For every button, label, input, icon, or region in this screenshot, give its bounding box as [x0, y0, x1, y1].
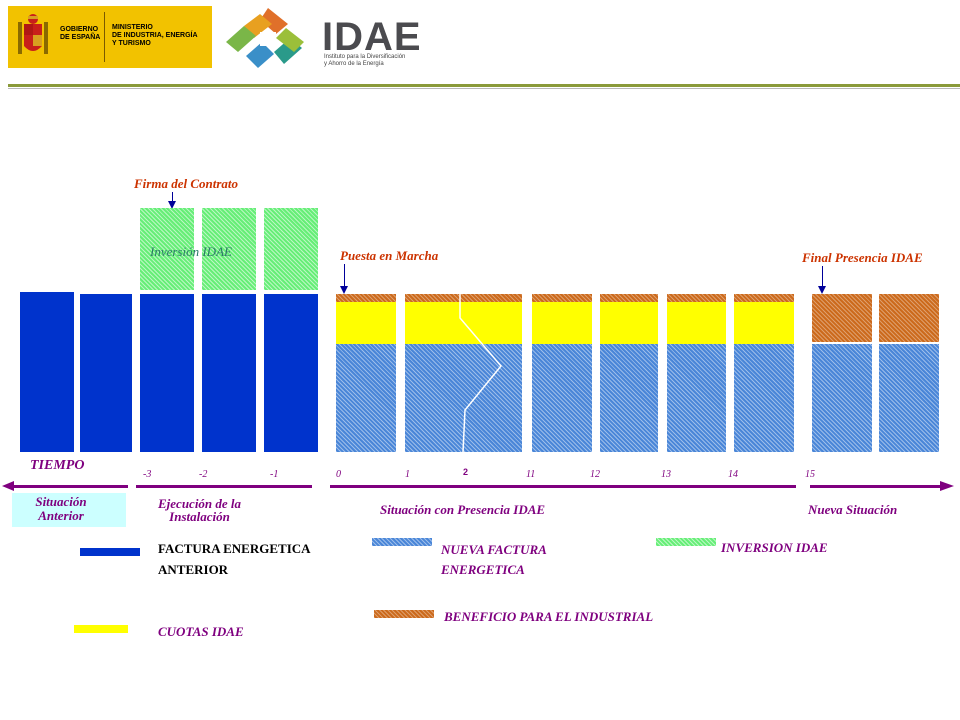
gobierno-label: GOBIERNO DE ESPAÑA [60, 26, 101, 41]
bar-presencia-0 [336, 294, 396, 452]
final-arrow-line [822, 266, 823, 286]
legend-swatch-factura-anterior [80, 548, 140, 556]
tick-label: 13 [661, 469, 671, 480]
bar-presencia-11 [532, 294, 592, 452]
tick-label: 2 [463, 467, 469, 477]
legend-swatch-nueva-factura [372, 538, 432, 546]
legend-swatch-cuotas [74, 625, 128, 633]
tick-label: -2 [199, 469, 208, 480]
tick-label: 11 [526, 469, 536, 480]
timeline-ejecucion-line [136, 485, 312, 488]
tick-label: 15 [805, 469, 815, 480]
ejecucion-label: Ejecución de la Instalación [158, 496, 242, 524]
legend-beneficio-label: BENEFICIO PARA EL INDUSTRIAL [444, 609, 654, 624]
firma-contrato-label: Firma del Contrato [134, 176, 239, 191]
header-rule-thin [8, 88, 960, 89]
situacion-anterior-label: Situación Anterior [35, 494, 87, 523]
timeline-left-arrow-icon [2, 481, 14, 491]
tick-label: 12 [590, 469, 600, 480]
situacion-anterior-box [12, 493, 126, 527]
presencia-label: Situación con Presencia IDAE [380, 502, 546, 517]
bar-situacion-anterior-1 [20, 292, 74, 452]
bar-presencia-13 [667, 294, 726, 452]
tick-label: -1 [270, 469, 279, 480]
idae-wordmark: IDAE [322, 15, 422, 59]
tick-label: 1 [405, 469, 410, 480]
firma-arrow-icon [168, 201, 176, 209]
final-presencia-label: Final Presencia IDAE [802, 250, 923, 265]
bar-nueva-situacion-2 [879, 294, 939, 452]
nueva-situacion-label: Nueva Situación [808, 502, 898, 517]
break-mark-icon [459, 294, 502, 452]
legend-swatch-inversion [656, 538, 716, 546]
idae-logo-icon [224, 6, 312, 72]
timeline-anterior-line [12, 485, 128, 488]
header-divider [104, 12, 105, 62]
bar-factura-minus1 [264, 294, 318, 452]
bar-factura-minus3 [140, 294, 194, 452]
timeline-right-arrow-icon [940, 481, 954, 491]
legend-cuotas-label: CUOTAS IDAE [158, 624, 244, 639]
bar-situacion-anterior-2 [80, 294, 132, 452]
timeline-presencia-line [330, 485, 796, 488]
puesta-marcha-label: Puesta en Marcha [340, 248, 439, 263]
tick-label: 0 [336, 469, 341, 480]
legend-swatch-beneficio [374, 610, 434, 618]
ministerio-label: MINISTERIO DE INDUSTRIA, ENERGÍA Y TURIS… [112, 24, 198, 47]
bar-presencia-14 [734, 294, 794, 452]
bar-inversion-minus1 [264, 208, 318, 290]
tick-label: -3 [143, 469, 152, 480]
timeline-nueva-line [810, 485, 942, 488]
tiempo-label: TIEMPO [30, 458, 85, 473]
bar-factura-minus2 [202, 294, 256, 452]
legend-inversion-label: INVERSION IDAE [721, 540, 828, 555]
header-rule [8, 84, 960, 87]
idae-subtitle: Instituto para la Diversificación y Ahor… [324, 54, 406, 67]
bar-presencia-12 [600, 294, 658, 452]
final-arrow-icon [818, 286, 826, 294]
bar-inversion-minus2 [202, 208, 256, 290]
puesta-arrow-icon [340, 286, 348, 294]
puesta-arrow-line [344, 264, 345, 286]
coat-of-arms-icon [16, 12, 50, 62]
legend-nueva-factura-label: NUEVA FACTURA ENERGETICA [441, 542, 547, 577]
inversion-idae-label: Inversión IDAE [150, 244, 232, 259]
tick-label: 14 [728, 469, 738, 480]
firma-arrow-line [172, 192, 173, 202]
bar-inversion-minus3 [140, 208, 194, 290]
legend-factura-anterior-label: FACTURA ENERGETICA ANTERIOR [158, 541, 311, 577]
bar-presencia-1-2 [405, 294, 522, 452]
bar-nueva-situacion-1 [812, 294, 872, 452]
